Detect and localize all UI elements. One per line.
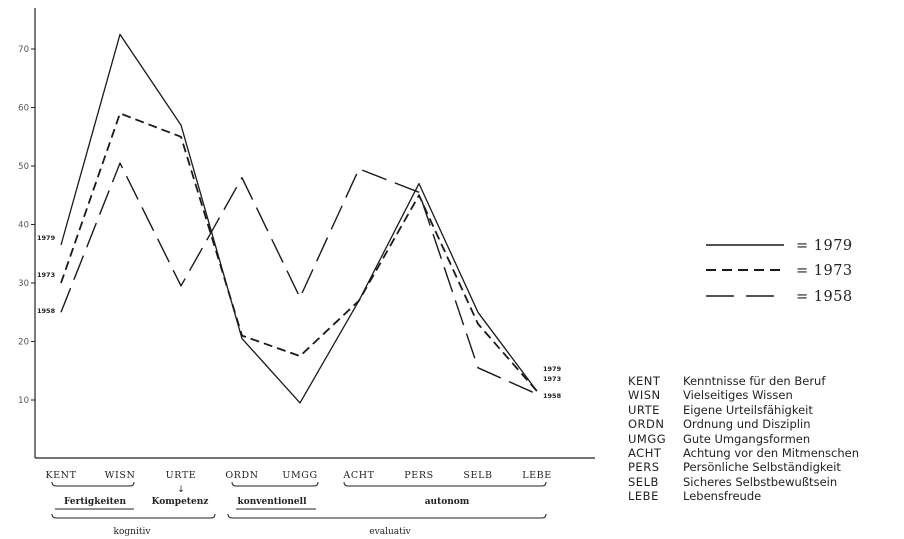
abbreviation-code: UMGG <box>628 431 667 446</box>
x-tick-label: UMGG <box>282 470 317 481</box>
abbreviation-code: ACHT <box>628 446 662 461</box>
abbreviation-code: WISN <box>628 388 661 403</box>
abbreviation-table: KENT Kenntnisse für den Beruf WISN Vielsei… <box>628 374 859 504</box>
series-line-1958 <box>60 162 538 395</box>
x-tick-label: URTE <box>166 470 197 481</box>
abbreviation-row: SELB Sicheres Selbstbewußtsein <box>628 475 859 489</box>
group-bracket <box>51 481 135 487</box>
group-bracket-level2 <box>51 513 216 519</box>
abbreviation-row: WISN Vielseitiges Wissen <box>628 388 859 402</box>
x-tick-label: WISN <box>105 470 136 481</box>
abbreviation-row: UMGG Gute Umgangsformen <box>628 432 859 446</box>
x-tick-label: LEBE <box>522 470 552 481</box>
group-label-level1: Kompetenz <box>152 497 209 507</box>
legend-label: = 1979 <box>796 238 853 254</box>
series-start-label: 1979 <box>37 234 56 242</box>
abbreviation-row: LEBE Lebensfreude <box>628 489 859 503</box>
abbreviation-description: Sicheres Selbstbewußtsein <box>683 474 838 489</box>
abbreviation-row: PERS Persönliche Selbständigkeit <box>628 460 859 474</box>
abbreviation-description: Eigene Urteilsfähigkeit <box>683 402 813 417</box>
y-tick-label: 10 <box>18 396 29 406</box>
abbreviation-code: SELB <box>628 474 659 489</box>
x-tick-label: SELB <box>463 470 492 481</box>
y-tick-label: 30 <box>18 279 29 289</box>
abbreviation-row: URTE Eigene Urteilsfähigkeit <box>628 403 859 417</box>
series-line-1973 <box>60 112 538 392</box>
y-tick-label: 50 <box>18 162 29 172</box>
x-tick-label: ACHT <box>342 470 374 481</box>
arrow-down-icon: ↓ <box>177 485 185 495</box>
series-line-1979 <box>60 33 538 404</box>
abbreviation-code: PERS <box>628 460 660 475</box>
y-tick-label: 60 <box>18 104 29 114</box>
abbreviation-description: Kenntnisse für den Beruf <box>683 374 826 388</box>
y-tick-label: 40 <box>18 221 29 231</box>
x-tick-label: KENT <box>45 470 76 481</box>
abbreviation-description: Persönliche Selbständigkeit <box>683 460 841 475</box>
group-label-level2: kognitiv <box>114 527 152 537</box>
abbreviation-row: ACHT Achtung vor den Mitmenschen <box>628 446 859 460</box>
group-label-level1: autonom <box>425 497 470 507</box>
group-bracket <box>343 481 547 487</box>
x-tick-label: PERS <box>404 470 433 481</box>
group-label-level1: konventionell <box>238 497 308 507</box>
abbreviation-description: Achtung vor den Mitmenschen <box>683 446 860 461</box>
series-end-label: 1979 <box>543 365 562 373</box>
y-tick-label: 20 <box>18 338 29 348</box>
abbreviation-code: ORDN <box>628 417 665 432</box>
group-label-level1: Fertigkeiten <box>64 497 126 507</box>
series-start-label: 1973 <box>37 271 55 279</box>
series-end-label: 1958 <box>543 392 562 400</box>
legend-label: = 1973 <box>796 263 853 279</box>
abbreviation-description: Lebensfreude <box>683 489 762 504</box>
abbreviation-description: Ordnung und Disziplin <box>683 417 811 432</box>
abbreviation-row: KENT Kenntnisse für den Beruf <box>628 374 859 388</box>
abbreviation-code: KENT <box>628 374 661 388</box>
group-bracket <box>231 481 319 487</box>
abbreviation-description: Vielseitiges Wissen <box>683 388 793 403</box>
series-start-label: 1958 <box>37 307 56 315</box>
legend-label: = 1958 <box>796 289 853 305</box>
abbreviation-description: Gute Umgangsformen <box>683 431 811 446</box>
group-bracket-level2 <box>227 513 547 519</box>
y-tick-label: 70 <box>18 45 29 55</box>
series-end-label: 1973 <box>543 375 561 383</box>
abbreviation-code: URTE <box>628 402 660 417</box>
abbreviation-code: LEBE <box>628 489 659 504</box>
x-tick-label: ORDN <box>225 470 258 481</box>
abbreviation-row: ORDN Ordnung und Disziplin <box>628 417 859 431</box>
group-label-level2: evaluativ <box>369 527 411 537</box>
